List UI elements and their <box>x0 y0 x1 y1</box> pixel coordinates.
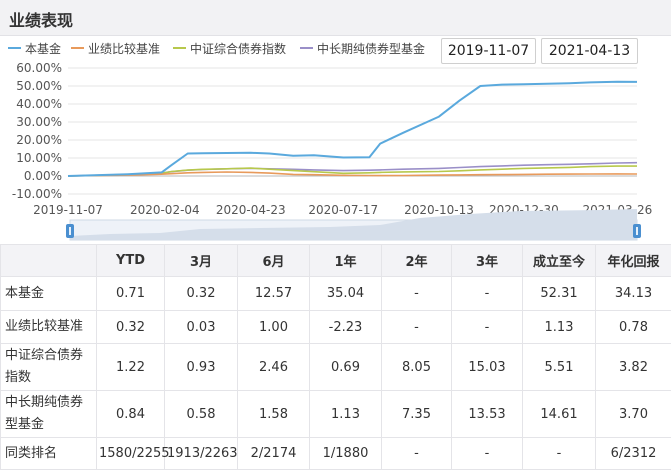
table-cell: - <box>452 438 523 470</box>
table-cell: 1.58 <box>238 391 310 438</box>
legend-swatch-fund <box>8 47 21 49</box>
table-cell: 6/2312 <box>596 438 671 470</box>
table-cell: 13.53 <box>452 391 523 438</box>
table-cell: 3.70 <box>596 391 671 438</box>
table-row: 业绩比较基准 0.32 0.03 1.00 -2.23 - - 1.13 0.7… <box>1 311 671 344</box>
performance-line-chart: -10.00% 0.00% 10.00% 20.00% 30.00% 40.00% 50.0… <box>0 58 671 242</box>
section-header: 业绩表现 <box>0 0 671 36</box>
legend-swatch-bond-index <box>173 47 186 49</box>
y-tick-label: 10.00% <box>16 151 62 165</box>
row-label: 中长期纯债券型基金 <box>1 391 97 438</box>
y-tick-label: 40.00% <box>16 97 62 111</box>
table-cell: 0.32 <box>97 311 165 344</box>
table-cell: - <box>452 277 523 311</box>
legend-label-benchmark: 业绩比较基准 <box>88 40 160 57</box>
table-cell: 2.46 <box>238 344 310 391</box>
table-cell: 1.13 <box>310 391 382 438</box>
y-tick-label: 50.00% <box>16 79 62 93</box>
table-cell: - <box>382 438 452 470</box>
table-cell: 0.69 <box>310 344 382 391</box>
table-cell: - <box>523 438 596 470</box>
table-cell: - <box>452 311 523 344</box>
table-cell: 0.58 <box>165 391 238 438</box>
legend-swatch-benchmark <box>71 47 84 49</box>
chart-series <box>68 82 637 176</box>
row-label: 本基金 <box>1 277 97 311</box>
table-cell: 0.03 <box>165 311 238 344</box>
y-tick-label: 20.00% <box>16 133 62 147</box>
legend-label-bond-index: 中证综合债券指数 <box>190 40 286 57</box>
legend-swatch-peer-funds <box>300 47 313 49</box>
series-line-0 <box>68 82 637 176</box>
table-cell: 0.71 <box>97 277 165 311</box>
table-cell: -2.23 <box>310 311 382 344</box>
y-tick-label: 30.00% <box>16 115 62 129</box>
y-tick-label: 0.00% <box>24 169 62 183</box>
row-label: 业绩比较基准 <box>1 311 97 344</box>
row-label: 中证综合债券指数 <box>1 344 97 391</box>
table-cell: - <box>382 311 452 344</box>
table-cell: 1.22 <box>97 344 165 391</box>
table-header-cell: 年化回报 <box>596 245 671 277</box>
table-row: 中长期纯债券型基金 0.84 0.58 1.58 1.13 7.35 13.53… <box>1 391 671 438</box>
table-header-cell: 1年 <box>310 245 382 277</box>
x-tick-label: 2020-04-23 <box>216 203 286 217</box>
x-tick-label: 2020-07-17 <box>308 203 378 217</box>
table-cell: 0.32 <box>165 277 238 311</box>
table-cell: 1.00 <box>238 311 310 344</box>
row-label: 同类排名 <box>1 438 97 470</box>
table-header-cell <box>1 245 97 277</box>
x-tick-label: 2019-11-07 <box>33 203 103 217</box>
legend-label-fund: 本基金 <box>25 40 61 57</box>
table-cell: 5.51 <box>523 344 596 391</box>
table-cell: 1913/2263 <box>165 438 238 470</box>
table-cell: 52.31 <box>523 277 596 311</box>
table-header-cell: YTD <box>97 245 165 277</box>
table-cell: 35.04 <box>310 277 382 311</box>
y-axis-ticks: -10.00% 0.00% 10.00% 20.00% 30.00% 40.00% 50.0… <box>12 61 62 201</box>
table-cell: 8.05 <box>382 344 452 391</box>
table-row: 中证综合债券指数 1.22 0.93 2.46 0.69 8.05 15.03 … <box>1 344 671 391</box>
table-cell: 0.93 <box>165 344 238 391</box>
y-tick-label: -10.00% <box>12 187 62 201</box>
section-title: 业绩表现 <box>9 7 73 31</box>
table-cell: - <box>382 277 452 311</box>
table-header-row: YTD 3月 6月 1年 2年 3年 成立至今 年化回报 <box>1 245 671 277</box>
table-header-cell: 成立至今 <box>523 245 596 277</box>
legend-label-peer-funds: 中长期纯债券型基金 <box>317 40 425 57</box>
table-header-cell: 3月 <box>165 245 238 277</box>
table-cell: 12.57 <box>238 277 310 311</box>
table-cell: 7.35 <box>382 391 452 438</box>
table-cell: 0.84 <box>97 391 165 438</box>
table-header-cell: 2年 <box>382 245 452 277</box>
table-row: 同类排名 1580/2255 1913/2263 2/2174 1/1880 -… <box>1 438 671 470</box>
table-cell: 1.13 <box>523 311 596 344</box>
performance-table: YTD 3月 6月 1年 2年 3年 成立至今 年化回报 本基金 0.71 0.… <box>0 244 671 470</box>
slider-left-handle[interactable] <box>66 224 74 238</box>
x-tick-label: 2020-02-04 <box>130 203 200 217</box>
table-cell: 0.78 <box>596 311 671 344</box>
table-cell: 3.82 <box>596 344 671 391</box>
table-cell: 2/2174 <box>238 438 310 470</box>
table-cell: 14.61 <box>523 391 596 438</box>
slider-right-handle[interactable] <box>633 224 641 238</box>
table-cell: 15.03 <box>452 344 523 391</box>
table-cell: 34.13 <box>596 277 671 311</box>
table-header-cell: 6月 <box>238 245 310 277</box>
table-header-cell: 3年 <box>452 245 523 277</box>
table-row: 本基金 0.71 0.32 12.57 35.04 - - 52.31 34.1… <box>1 277 671 311</box>
table-cell: 1580/2255 <box>97 438 165 470</box>
table-cell: 1/1880 <box>310 438 382 470</box>
y-tick-label: 60.00% <box>16 61 62 75</box>
